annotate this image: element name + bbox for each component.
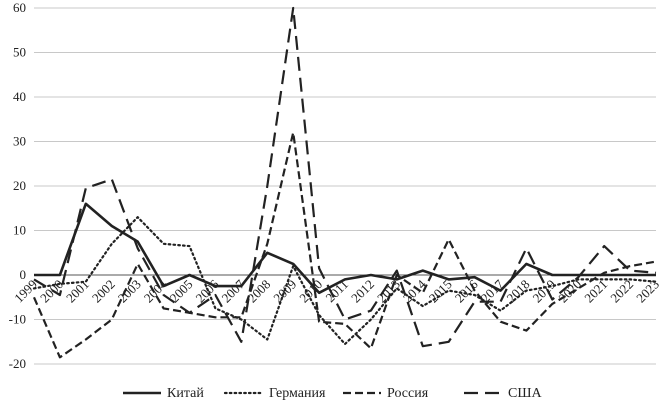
- y-tick-label: -10: [9, 312, 26, 327]
- x-tick-label: 2011: [322, 277, 351, 306]
- x-tick-label: 2023: [633, 277, 662, 306]
- gridlines: [34, 7, 656, 365]
- y-tick-label: 50: [13, 45, 26, 60]
- y-tick-label: -20: [9, 356, 26, 371]
- series-line-Россия: [32, 131, 657, 359]
- legend-label: Россия: [387, 386, 429, 401]
- x-tick-label: 2021: [581, 277, 610, 306]
- y-tick-label: 20: [13, 178, 26, 193]
- y-tick-label: 60: [13, 0, 26, 15]
- y-tick-label: 40: [13, 89, 26, 104]
- series-lines: [32, 6, 658, 359]
- x-tick-label: 2007: [218, 276, 247, 305]
- y-tick-label: 0: [20, 267, 27, 282]
- series-line-Германия: [32, 216, 658, 346]
- y-axis-tick-labels: -20 -10 0 10 20 30 40 50 60: [9, 0, 26, 371]
- x-tick-label: 2013: [374, 277, 403, 306]
- x-tick-label: 2012: [348, 277, 377, 306]
- x-tick-label: 2020: [555, 277, 584, 306]
- legend-label: Китай: [167, 386, 204, 401]
- x-tick-label: 2002: [89, 277, 118, 306]
- x-axis-tick-labels: 1999200020012002200320042005200620072008…: [11, 276, 662, 305]
- y-tick-label: 10: [13, 223, 26, 238]
- series-line-США: [33, 6, 657, 348]
- x-tick-label: 2022: [607, 277, 636, 306]
- series-line-Китай: [34, 202, 656, 295]
- x-tick-label: 2018: [504, 277, 533, 306]
- legend-label: США: [508, 386, 542, 401]
- legend: Китай Германия Россия США: [123, 386, 542, 401]
- y-tick-label: 30: [13, 134, 26, 149]
- legend-label: Германия: [269, 386, 326, 401]
